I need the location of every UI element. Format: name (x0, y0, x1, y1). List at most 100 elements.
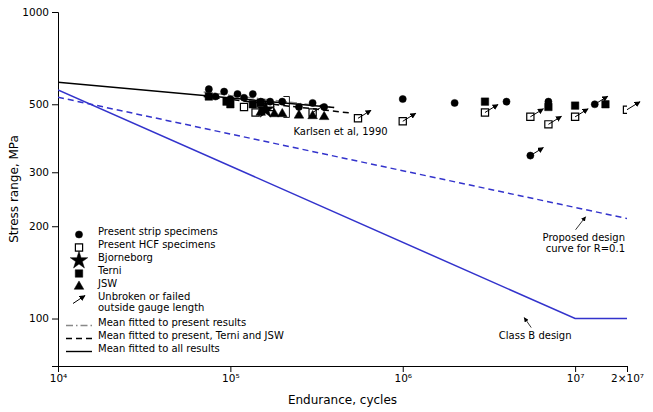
series-line (204, 97, 351, 114)
chart: 10⁴ 10⁵ 10⁶ 10⁷ 2×10⁷ 100 200 300 500 1000 Propose… (0, 0, 653, 412)
text-line: Mean fitted to all results (98, 343, 220, 354)
bracket (283, 97, 289, 118)
point (234, 90, 241, 97)
text-line: Karlsen et al, 1990 (293, 126, 387, 137)
data-area (58, 82, 627, 318)
annotation: Karlsen et al, 1990 (293, 126, 387, 137)
ne-arrow (530, 109, 543, 117)
series-line (58, 97, 627, 218)
legend-swatch (73, 296, 85, 304)
legend: Present strip specimensPresent HCF speci… (66, 226, 284, 354)
annotation: Class B design (499, 330, 572, 341)
legend-item: Mean fitted to present, Terni and JSW (66, 330, 284, 341)
ne-arrow (548, 116, 561, 124)
tick-mark (52, 12, 58, 13)
ne-arrow (595, 96, 608, 104)
tick-label: 1000 (22, 6, 49, 18)
legend-label: Unbroken or failedoutside gauge length (98, 291, 204, 314)
tick: 100 (29, 312, 58, 324)
tick: 10⁵ (222, 366, 240, 384)
text-line: Present HCF specimens (98, 239, 216, 250)
point (571, 102, 578, 109)
ne-arrow (485, 105, 498, 113)
point (399, 118, 406, 125)
point (602, 101, 609, 108)
legend-swatch (66, 351, 92, 352)
point (545, 103, 552, 110)
series-line (58, 82, 334, 107)
legend-item: Unbroken or failedoutside gauge length (73, 291, 204, 314)
tick-label: 10⁵ (222, 372, 240, 384)
point (240, 94, 247, 101)
point (257, 99, 264, 106)
ne-arrow (358, 110, 371, 118)
legend-item: JSW (74, 278, 117, 290)
point (572, 113, 579, 120)
text-line: outside gauge length (98, 302, 204, 313)
text-line: Mean fitted to present results (98, 317, 246, 328)
tick-label: 300 (29, 166, 49, 178)
legend-label: Mean fitted to all results (98, 343, 220, 354)
tick-mark (230, 366, 231, 372)
point (481, 98, 488, 105)
legend-item: Mean fitted to all results (66, 343, 220, 354)
point (451, 99, 458, 106)
y-axis-title: Stress range, MPa (7, 135, 21, 243)
legend-label: JSW (97, 278, 117, 289)
legend-item: Present strip specimens (75, 226, 217, 239)
tick: 10⁶ (394, 366, 412, 384)
point (267, 98, 274, 105)
annotation-arrow (576, 217, 586, 230)
tick: 300 (29, 166, 58, 178)
annotation-arrow (524, 318, 531, 328)
series-line (58, 90, 627, 319)
legend-swatch (75, 231, 82, 238)
tick-mark (52, 104, 58, 105)
point (354, 115, 361, 122)
text-line: Class B design (499, 330, 572, 341)
ne-arrow (313, 105, 326, 113)
legend-label: Mean fitted to present, Terni and JSW (98, 330, 284, 341)
annotation: Proposed designcurve for R=0.1 (543, 232, 625, 255)
tick: 500 (29, 98, 58, 110)
point (279, 98, 286, 105)
tick-label: 10⁷ (567, 372, 585, 384)
tick-mark (52, 172, 58, 173)
tick-label: 2×10⁷ (611, 372, 644, 384)
tick-label: 10⁴ (50, 372, 68, 384)
legend-swatch (66, 325, 92, 326)
legend-swatch (74, 281, 84, 289)
tick-label: 200 (29, 220, 49, 232)
tick-mark (52, 319, 58, 320)
ne-arrow (530, 148, 543, 156)
tick-label: 10⁶ (394, 372, 412, 384)
text-line: Unbroken or failed (98, 291, 190, 302)
axis-line (59, 367, 628, 373)
point (309, 99, 316, 106)
ne-arrow (403, 113, 416, 121)
text-line: Terni (97, 265, 122, 276)
text-line: Proposed design (543, 232, 625, 243)
legend-item: Mean fitted to present results (66, 317, 246, 328)
tick-label: 100 (29, 312, 49, 324)
point (240, 103, 247, 110)
tick: 10⁴ (50, 366, 68, 384)
point (205, 86, 212, 93)
point (399, 95, 406, 102)
tick: 1000 (22, 6, 58, 18)
legend-label: Mean fitted to present results (98, 317, 246, 328)
legend-item: Present HCF specimens (75, 239, 215, 252)
y-axis: 100 200 300 500 1000 (22, 6, 58, 367)
axis-line (52, 13, 59, 367)
legend-label: Terni (97, 265, 122, 276)
point (212, 93, 219, 100)
point (277, 108, 287, 116)
tick-label: 500 (29, 98, 49, 110)
plot: 10⁴ 10⁵ 10⁶ 10⁷ 2×10⁷ 100 200 300 500 1000 Propose… (22, 6, 644, 385)
point (623, 106, 627, 113)
tick-mark (627, 366, 628, 372)
ne-arrow (575, 109, 588, 117)
tick: 10⁷ (567, 366, 585, 384)
point (503, 98, 510, 105)
legend-label: Present HCF specimens (98, 239, 216, 250)
